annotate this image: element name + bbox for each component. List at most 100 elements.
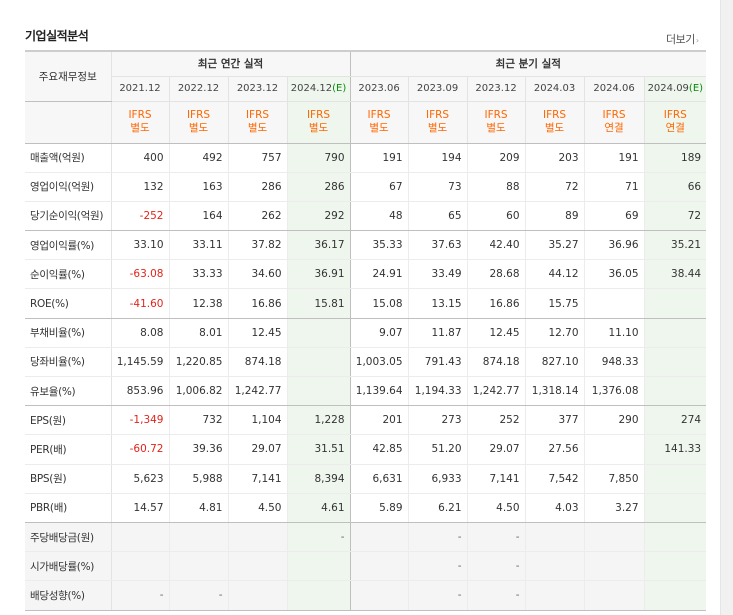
- cell-value: 67: [389, 180, 403, 193]
- cell-value: 36.91: [314, 268, 345, 281]
- cell-value: 191: [382, 151, 403, 164]
- ifrs-label: IFRS: [186, 109, 211, 121]
- table-cell: 262: [227, 201, 287, 232]
- cell-value: -252: [139, 209, 164, 222]
- cell-value: 89: [565, 209, 579, 222]
- table-cell: 33.33: [168, 259, 228, 290]
- table-cell: 132: [110, 172, 169, 202]
- cell-value: 7,850: [608, 472, 639, 485]
- cell-value: 29.07: [251, 443, 282, 456]
- cell-value: 35.33: [372, 239, 403, 252]
- more-link-label: 더보기: [666, 33, 695, 46]
- table-cell: [227, 522, 287, 553]
- cell-value: 4.50: [258, 501, 282, 514]
- cell-value: 201: [382, 414, 403, 427]
- table-cell: -: [407, 522, 468, 553]
- cell-value: 377: [558, 414, 579, 427]
- table-cell: -41.60: [110, 288, 169, 319]
- cell-value: 12.45: [251, 326, 282, 339]
- table-cell: [643, 580, 707, 611]
- cell-value: 4.03: [555, 501, 579, 514]
- ifrs-row-spacer: [25, 101, 111, 144]
- row-label: 매출액(억원): [25, 143, 112, 173]
- table-cell: 38.44: [643, 259, 707, 290]
- table-cell: -: [466, 580, 526, 611]
- cell-value: 262: [261, 209, 282, 222]
- cell-value: 33.33: [192, 268, 223, 281]
- period-header-2: 2023.12: [227, 76, 287, 102]
- cell-value: -: [515, 589, 520, 602]
- table-cell: -: [466, 522, 526, 553]
- ifrs-label: IFRS: [367, 109, 391, 121]
- cell-value: -1,349: [129, 414, 164, 427]
- cell-value: -: [457, 589, 462, 602]
- estimate-mark: (E): [688, 83, 704, 94]
- table-row: BPS(원) 5,623 5,988 7,141 8,394 6,631 6,933 7,14…: [25, 464, 707, 494]
- table-cell: 7,542: [524, 464, 585, 494]
- table-cell: [583, 434, 645, 465]
- row-label: 영업이익(억원): [25, 172, 112, 202]
- table-cell: 290: [583, 405, 645, 436]
- table-cell: 1,220.85: [168, 347, 228, 378]
- table-cell: 1,006.82: [168, 376, 228, 407]
- cell-value: 7,141: [489, 472, 520, 485]
- cell-value: 286: [261, 180, 282, 193]
- cell-value: 191: [618, 151, 639, 164]
- cell-value: 24.91: [372, 268, 403, 281]
- table-cell: 31.51: [286, 434, 351, 465]
- period-header-6: 2023.12: [466, 76, 526, 102]
- table-cell: [349, 551, 409, 582]
- table-cell: 12.70: [524, 318, 585, 348]
- table-cell: [168, 551, 228, 582]
- cell-value: 4.81: [199, 501, 223, 514]
- table-cell: 203: [524, 143, 585, 173]
- ifrs-label: IFRS: [542, 109, 567, 121]
- cell-value: 286: [324, 180, 345, 193]
- table-cell: 12.38: [168, 288, 228, 319]
- quarter-group-header: 최근 분기 실적: [349, 51, 707, 77]
- table-cell: 492: [168, 143, 228, 173]
- table-cell: 39.36: [168, 434, 228, 465]
- estimate-mark: (E): [332, 83, 347, 94]
- table-cell: 732: [168, 405, 228, 436]
- cell-value: 34.60: [251, 268, 282, 281]
- table-cell: [643, 288, 707, 319]
- cell-value: 38.44: [671, 268, 702, 281]
- row-header-label: 주요재무정보: [25, 51, 111, 102]
- cell-value: 8,394: [314, 472, 345, 485]
- period-header-3: 2024.12(E): [286, 76, 351, 102]
- ifrs-label: IFRS: [602, 109, 626, 121]
- cell-value: 790: [324, 151, 345, 164]
- cell-value: 400: [143, 151, 164, 164]
- table-cell: 1,003.05: [349, 347, 409, 378]
- table-row: 영업이익(억원) 132 163 286 286 67 73 88 72 71 66: [25, 172, 707, 202]
- row-label: 영업이익률(%): [25, 230, 112, 261]
- cell-value: 51.20: [431, 443, 462, 456]
- cell-value: 28.68: [489, 268, 520, 281]
- cell-value: 37.82: [251, 239, 282, 252]
- cell-value: 44.12: [548, 268, 579, 281]
- cell-value: 7,542: [548, 472, 579, 485]
- row-label: 시가배당률(%): [25, 551, 112, 582]
- cell-value: 11.10: [608, 326, 639, 339]
- table-cell: 15.75: [524, 288, 585, 319]
- more-link[interactable]: 더보기›: [666, 31, 699, 47]
- cell-value: 492: [202, 151, 223, 164]
- cell-value: -63.08: [129, 268, 164, 281]
- table-cell: 35.33: [349, 230, 409, 261]
- ifrs-label: IFRS: [128, 109, 152, 121]
- accounting-standard-4: IFRS 별도: [349, 101, 409, 144]
- table-cell: 37.82: [227, 230, 287, 261]
- cell-value: 4.61: [321, 501, 345, 514]
- table-cell: -: [466, 551, 526, 582]
- vertical-scrollbar[interactable]: [720, 0, 733, 615]
- cell-value: 72: [565, 180, 579, 193]
- cell-value: 9.07: [379, 326, 403, 339]
- cell-value: -: [457, 560, 462, 573]
- table-cell: 88: [466, 172, 526, 202]
- cell-value: 6,933: [431, 472, 462, 485]
- table-cell: 12.45: [466, 318, 526, 348]
- table-row: EPS(원) -1,349 732 1,104 1,228 201 273 252 377 290…: [25, 405, 707, 436]
- row-label: 주당배당금(원): [25, 522, 112, 553]
- table-row: 시가배당률(%) - -: [25, 551, 707, 582]
